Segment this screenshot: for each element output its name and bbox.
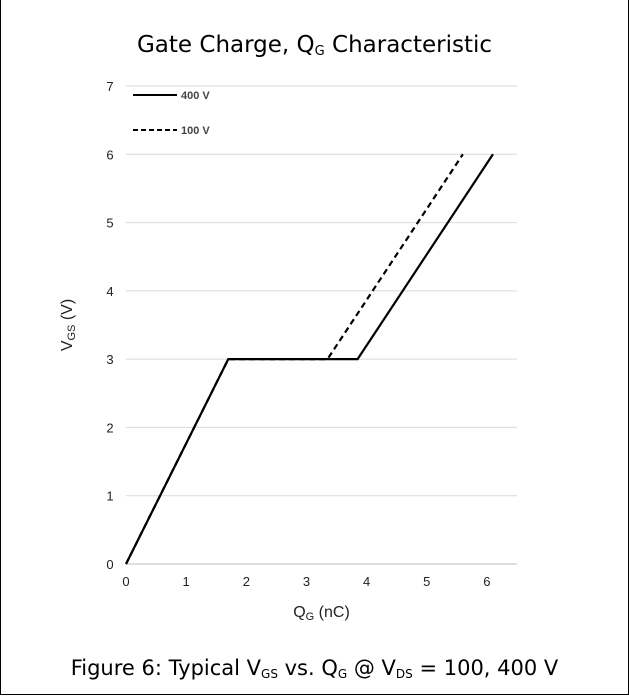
y-tick-0: 0	[106, 557, 113, 572]
caption-part-1: GS	[261, 667, 278, 681]
caption-part-6: = 100, 400 V	[412, 656, 559, 680]
y-tick-2: 2	[106, 420, 113, 435]
y-tick-7: 7	[106, 79, 113, 94]
x-tick-5: 5	[423, 574, 430, 589]
x-axis-label: QG (nC)	[293, 604, 350, 623]
chart-title: Gate Charge, QG Characteristic	[136, 32, 493, 59]
caption-part-4: @ V	[347, 656, 396, 680]
x-tick-1: 1	[183, 574, 190, 589]
series-line-100v	[125, 153, 464, 565]
y-axis-label: VGS (V)	[59, 299, 78, 351]
y-tick-6: 6	[106, 147, 113, 162]
y-tick-4: 4	[106, 284, 113, 299]
legend-label-0: 400 V	[181, 90, 210, 102]
x-tick-labels: 0 1 2 3 4 5 6	[122, 574, 490, 589]
legend-label-1: 100 V	[181, 125, 210, 137]
caption-part-2: vs. Q	[277, 656, 338, 680]
series-lines	[125, 153, 494, 565]
gridlines	[126, 85, 517, 497]
caption-part-5: DS	[395, 667, 413, 681]
caption-part-0: Figure 6: Typical V	[70, 656, 262, 680]
y-tick-labels: 0 1 2 3 4 5 6 7	[106, 79, 113, 572]
x-tick-4: 4	[363, 574, 370, 589]
y-tick-5: 5	[106, 216, 113, 231]
x-tick-3: 3	[303, 574, 310, 589]
legend: 400 V 100 V	[133, 90, 210, 137]
x-tick-6: 6	[483, 574, 490, 589]
y-tick-3: 3	[106, 352, 113, 367]
figure-caption: Figure 6: Typical VGS vs. QG @ VDS = 100…	[0, 656, 629, 681]
y-tick-1: 1	[106, 489, 113, 504]
caption-part-3: G	[337, 667, 348, 681]
x-tick-2: 2	[243, 574, 250, 589]
x-tick-0: 0	[122, 574, 129, 589]
